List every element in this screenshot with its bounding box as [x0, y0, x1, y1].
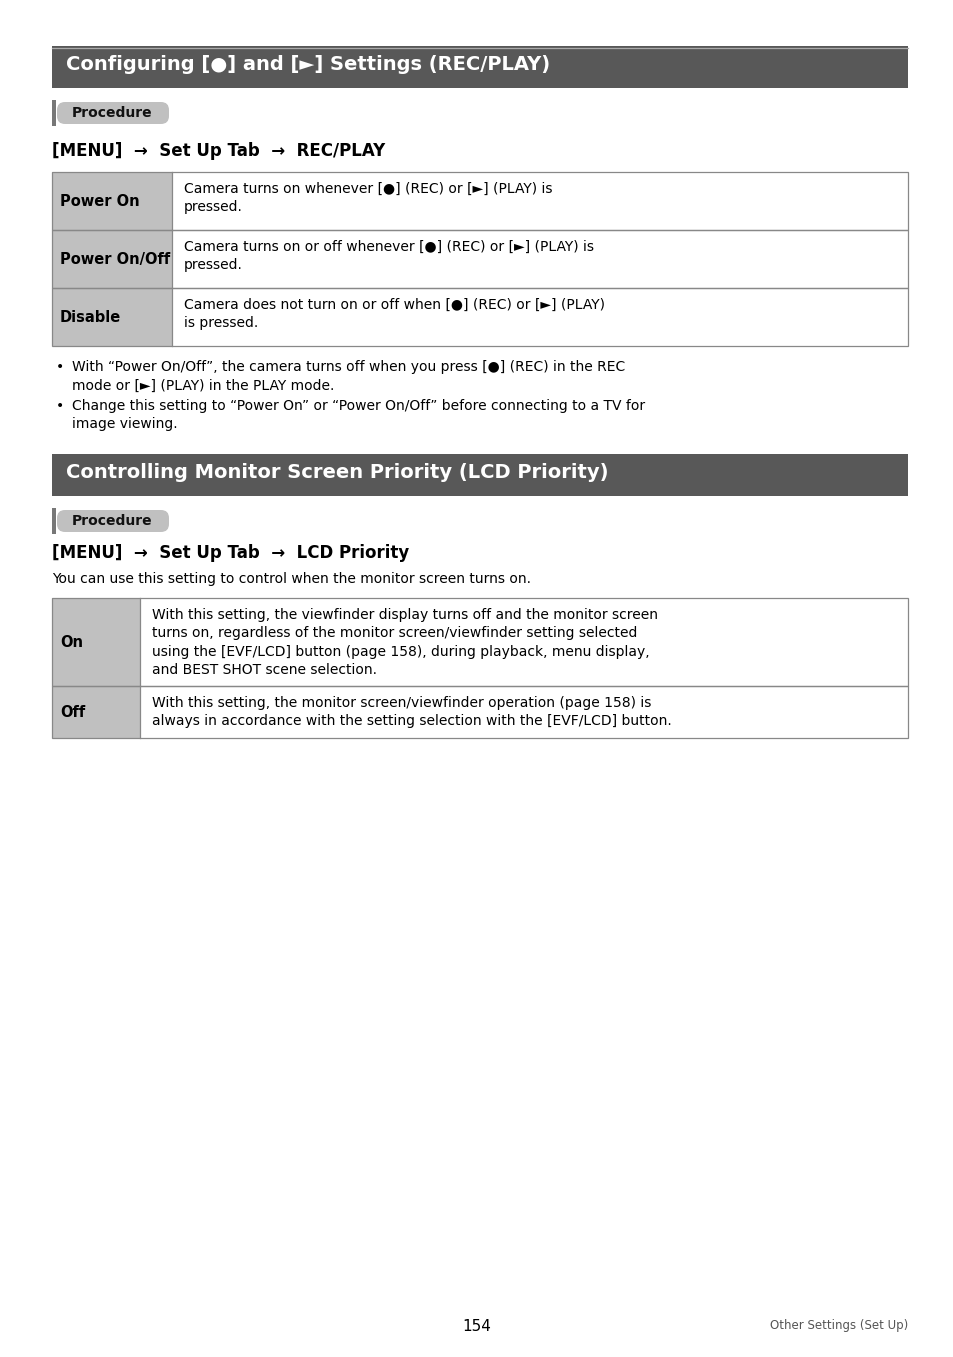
Bar	[52, 172, 907, 229]
Text: With this setting, the viewfinder display turns off and the monitor screen
turns: With this setting, the viewfinder displa…	[152, 608, 658, 677]
Text: 154: 154	[462, 1319, 491, 1334]
Text: Camera does not turn on or off when [●] (REC) or [►] (PLAY)
is pressed.: Camera does not turn on or off when [●] …	[184, 299, 604, 330]
Text: [MENU]  →  Set Up Tab  →  REC/PLAY: [MENU] → Set Up Tab → REC/PLAY	[52, 142, 385, 160]
Text: Controlling Monitor Screen Priority (LCD Priority): Controlling Monitor Screen Priority (LCD…	[66, 463, 608, 482]
Bar	[52, 508, 56, 535]
Text: Off: Off	[60, 706, 85, 721]
Bar	[52, 598, 907, 687]
Bar	[52, 229, 907, 288]
Text: •: •	[56, 360, 64, 375]
Text: Camera turns on whenever [●] (REC) or [►] (PLAY) is
pressed.: Camera turns on whenever [●] (REC) or [►…	[184, 182, 552, 214]
Text: Procedure: Procedure	[71, 514, 152, 528]
Text: With this setting, the monitor screen/viewfinder operation (page 158) is
always : With this setting, the monitor screen/vi…	[152, 696, 671, 729]
FancyBboxPatch shape	[57, 510, 169, 532]
Text: Procedure: Procedure	[71, 106, 152, 119]
Text: [MENU]  →  Set Up Tab  →  LCD Priority: [MENU] → Set Up Tab → LCD Priority	[52, 544, 409, 562]
Bar	[52, 288, 172, 346]
Text: Disable: Disable	[60, 309, 121, 324]
Bar	[52, 687, 140, 738]
Text: Camera turns on or off whenever [●] (REC) or [►] (PLAY) is
pressed.: Camera turns on or off whenever [●] (REC…	[184, 240, 594, 273]
Text: •: •	[56, 399, 64, 413]
Text: Change this setting to “Power On” or “Power On/Off” before connecting to a TV fo: Change this setting to “Power On” or “Po…	[71, 399, 644, 432]
Text: Power On/Off: Power On/Off	[60, 252, 170, 267]
Bar	[52, 687, 907, 738]
Bar	[52, 455, 907, 497]
FancyBboxPatch shape	[57, 102, 169, 123]
Text: You can use this setting to control when the monitor screen turns on.: You can use this setting to control when…	[52, 573, 531, 586]
Text: Configuring [●] and [►] Settings (REC/PLAY): Configuring [●] and [►] Settings (REC/PL…	[66, 56, 550, 75]
Bar	[52, 172, 172, 229]
Text: On: On	[60, 635, 83, 650]
Bar	[52, 288, 907, 346]
Bar	[52, 46, 907, 88]
Bar	[52, 229, 172, 288]
Bar	[52, 100, 56, 126]
Text: Power On: Power On	[60, 194, 139, 209]
Text: Other Settings (Set Up): Other Settings (Set Up)	[769, 1319, 907, 1333]
Bar	[52, 598, 140, 687]
Text: With “Power On/Off”, the camera turns off when you press [●] (REC) in the REC
mo: With “Power On/Off”, the camera turns of…	[71, 360, 624, 392]
